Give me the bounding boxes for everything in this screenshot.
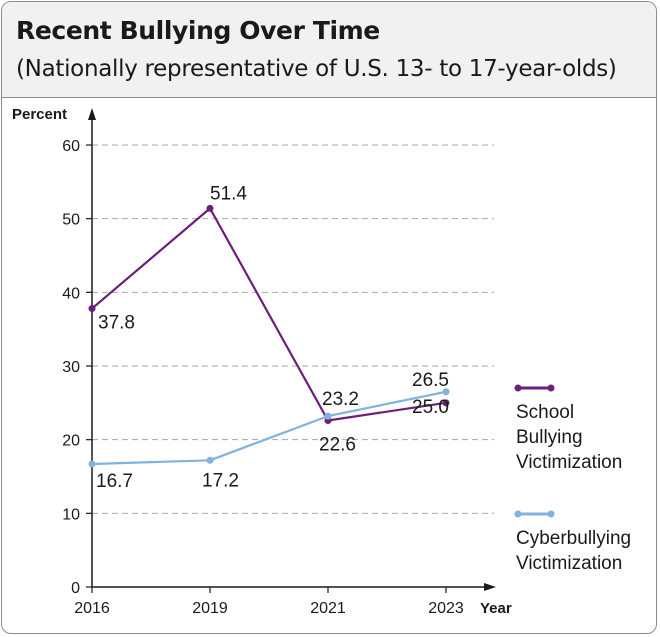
y-tick-label: 60 <box>62 138 80 155</box>
y-tick-label: 10 <box>62 506 80 523</box>
legend-label: Cyberbullying <box>516 528 631 549</box>
data-point <box>442 388 450 396</box>
y-tick-label: 0 <box>71 580 80 597</box>
legend-label: Bullying <box>516 427 583 448</box>
data-label: 37.8 <box>98 313 135 334</box>
data-label: 17.2 <box>202 470 239 491</box>
data-label: 23.2 <box>322 389 359 410</box>
legend-swatch-point <box>514 384 522 392</box>
data-point <box>324 412 332 420</box>
data-point <box>442 399 450 407</box>
x-tick-label: 2023 <box>428 600 464 617</box>
chart-subtitle: (Nationally representative of U.S. 13- t… <box>16 56 617 82</box>
legend-label: Victimization <box>516 553 622 574</box>
legend-swatch-point <box>514 510 522 518</box>
legend-swatch-point <box>547 510 555 518</box>
chart-header: Recent Bullying Over Time (Nationally re… <box>2 2 656 98</box>
data-label: 26.5 <box>412 370 449 391</box>
y-tick-label: 30 <box>62 359 80 376</box>
data-label: 16.7 <box>96 471 133 492</box>
x-tick-label: 2021 <box>310 600 346 617</box>
data-point <box>206 456 214 464</box>
y-tick-label: 40 <box>62 285 80 302</box>
x-tick-label: 2019 <box>192 600 228 617</box>
y-axis-label: Percent <box>12 106 67 123</box>
series-line <box>91 207 447 422</box>
y-tick-label: 50 <box>62 212 80 229</box>
y-tick-label: 20 <box>62 433 80 450</box>
legend-label: School <box>516 402 574 423</box>
series-line <box>91 390 447 466</box>
data-point <box>88 460 96 468</box>
data-point <box>206 204 214 212</box>
x-axis-label: Year <box>480 600 512 617</box>
x-axis-arrow <box>484 583 496 591</box>
data-point <box>88 305 96 313</box>
legend-label: Victimization <box>516 452 622 473</box>
x-tick-label: 2016 <box>74 600 110 617</box>
legend-swatch-point <box>547 384 555 392</box>
data-label: 25.0 <box>412 397 449 418</box>
y-axis-arrow <box>88 108 96 120</box>
data-label: 22.6 <box>319 435 356 456</box>
chart-title: Recent Bullying Over Time <box>16 16 380 45</box>
data-label: 51.4 <box>210 183 247 204</box>
